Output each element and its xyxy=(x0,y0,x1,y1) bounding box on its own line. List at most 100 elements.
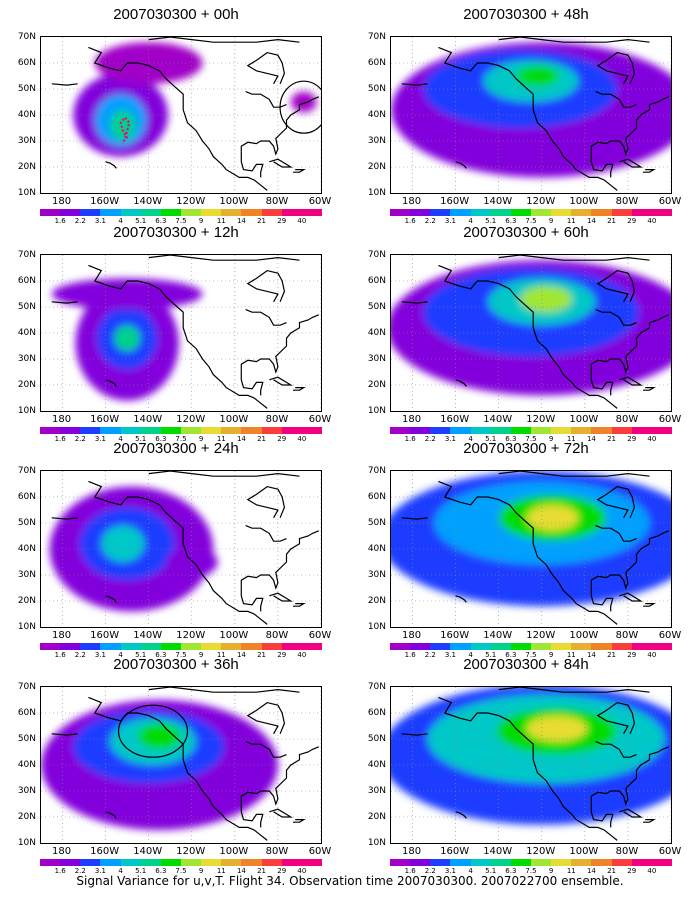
colorbar-label: 14 xyxy=(236,217,246,225)
colorbar-swatch xyxy=(120,427,142,434)
colorbar-swatch xyxy=(100,209,122,216)
lat-tick-label: 10N xyxy=(367,406,386,416)
colorbar-label: 5.1 xyxy=(135,867,147,875)
variance-blob xyxy=(94,42,203,84)
colorbar-label: 11 xyxy=(566,435,576,443)
colorbar-swatch xyxy=(510,643,532,650)
colorbar-label: 5.1 xyxy=(485,867,497,875)
variance-map xyxy=(390,254,672,412)
lon-tick-label: 160W xyxy=(440,846,470,857)
map-svg xyxy=(391,255,671,411)
panel-title: 2007030300 + 00h xyxy=(113,6,239,23)
colorbar-label: 11 xyxy=(216,435,226,443)
colorbar-label: 2.2 xyxy=(74,651,86,659)
colorbar-swatch xyxy=(40,427,61,434)
lon-tick-label: 120W xyxy=(176,414,206,425)
coastline xyxy=(240,801,264,828)
colorbar-label: 5.1 xyxy=(485,217,497,225)
colorbar-swatch xyxy=(510,859,532,866)
panel-title: 2007030300 + 24h xyxy=(113,440,239,457)
lat-tick-label: 70N xyxy=(17,466,36,476)
colorbar-swatch xyxy=(301,859,323,866)
colorbar-label: 7.5 xyxy=(525,435,537,443)
colorbar-label: 2.2 xyxy=(424,217,436,225)
colorbar-label: 14 xyxy=(236,435,246,443)
colorbar-label: 14 xyxy=(586,435,596,443)
colorbar-label: 29 xyxy=(277,435,287,443)
lat-tick-label: 10N xyxy=(17,188,36,198)
colorbar-label: 2.2 xyxy=(424,867,436,875)
colorbar-label: 1.6 xyxy=(54,217,66,225)
colorbar-swatch xyxy=(410,209,431,216)
lat-tick-label: 60N xyxy=(17,58,36,68)
colorbar-swatch xyxy=(120,643,142,650)
map-svg xyxy=(391,687,671,843)
colorbar-label: 5.1 xyxy=(485,651,497,659)
lat-tick-label: 50N xyxy=(367,84,386,94)
variance-blob xyxy=(526,504,579,531)
colorbar-swatch xyxy=(241,643,263,650)
lon-tick-label: 80W xyxy=(265,196,289,207)
lon-tick-label: 160W xyxy=(90,196,120,207)
colorbar-swatch xyxy=(390,209,411,216)
map-panel: 2007030300 + 48h 70N 60N 50N 40N 30N 20N 10N 180… xyxy=(356,6,696,226)
lon-tick-label: 180 xyxy=(51,630,72,641)
lat-tick-label: 50N xyxy=(17,302,36,312)
colorbar-label: 9 xyxy=(548,435,554,443)
lat-tick-label: 30N xyxy=(367,786,386,796)
colorbar-swatch xyxy=(261,859,283,866)
lat-tick-label: 10N xyxy=(367,622,386,632)
colorbar-label: 1.6 xyxy=(404,435,416,443)
lon-tick-label: 100W xyxy=(219,846,249,857)
coastline xyxy=(245,741,287,758)
colorbar-swatch xyxy=(490,209,512,216)
lat-tick-label: 10N xyxy=(367,838,386,848)
colorbar-swatch xyxy=(531,859,552,866)
colorbar-swatch xyxy=(390,643,411,650)
lon-tick-label: 80W xyxy=(615,846,639,857)
colorbar-label: 29 xyxy=(627,217,637,225)
colorbar-swatch xyxy=(410,859,431,866)
variance-blob xyxy=(290,91,317,113)
colorbar-swatch xyxy=(100,427,122,434)
lat-tick-label: 20N xyxy=(367,812,386,822)
colorbar-swatch xyxy=(611,643,633,650)
variance-map xyxy=(390,36,672,194)
lon-tick-label: 120W xyxy=(176,196,206,207)
colorbar-label: 5.1 xyxy=(485,435,497,443)
coastline xyxy=(148,255,300,261)
colorbar-label: 14 xyxy=(236,867,246,875)
colorbar-swatch xyxy=(120,859,142,866)
lat-tick-label: 30N xyxy=(17,570,36,580)
colorbar-swatch xyxy=(651,859,673,866)
colorbar-swatch xyxy=(430,859,451,866)
colorbar-label: 21 xyxy=(607,217,617,225)
lon-tick-label: 80W xyxy=(615,630,639,641)
panel-title: 2007030300 + 60h xyxy=(463,224,589,241)
lon-tick-label: 120W xyxy=(176,630,206,641)
colorbar-swatch xyxy=(390,427,411,434)
coastline xyxy=(105,595,117,603)
colorbar-label: 4 xyxy=(118,651,123,659)
colorbar-swatch xyxy=(490,643,512,650)
colorbar-label: 21 xyxy=(607,435,617,443)
colorbar-label: 40 xyxy=(297,435,307,443)
lat-tick-label: 50N xyxy=(367,734,386,744)
map-svg xyxy=(41,37,321,193)
lon-tick-label: 80W xyxy=(265,630,289,641)
panel-title: 2007030300 + 12h xyxy=(113,224,239,241)
lon-tick-label: 180 xyxy=(401,846,422,857)
variance-blob xyxy=(51,278,203,310)
lat-tick-label: 70N xyxy=(17,682,36,692)
colorbar-swatch xyxy=(531,643,552,650)
colorbar-swatch xyxy=(571,643,592,650)
coastline xyxy=(498,471,650,477)
lat-tick-label: 20N xyxy=(17,596,36,606)
coastline xyxy=(246,269,286,303)
coastline xyxy=(455,811,467,819)
colorbar-label: 29 xyxy=(627,435,637,443)
lon-tick-label: 140W xyxy=(133,846,163,857)
lat-tick-label: 40N xyxy=(17,544,36,554)
colorbar-swatch xyxy=(631,859,653,866)
lon-tick-label: 100W xyxy=(569,414,599,425)
